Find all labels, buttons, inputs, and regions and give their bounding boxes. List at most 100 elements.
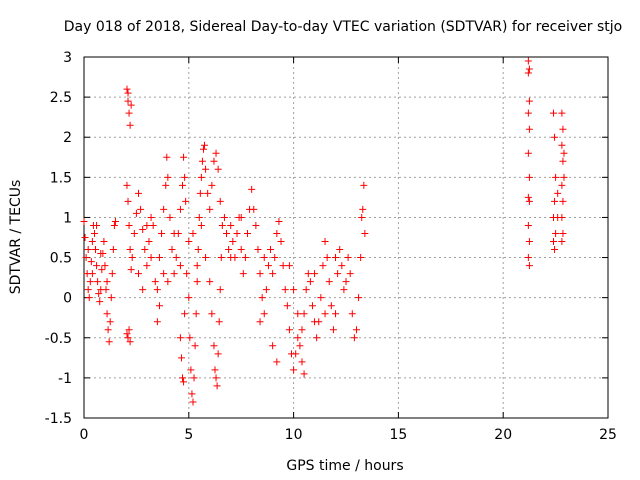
data-point: [360, 181, 368, 189]
data-point: [124, 197, 132, 205]
data-point: [321, 310, 329, 318]
data-point: [188, 390, 196, 398]
data-point: [334, 270, 342, 278]
chart-title: Day 018 of 2018, Sidereal Day-to-day VTE…: [64, 19, 622, 35]
data-point: [256, 270, 264, 278]
data-point: [153, 318, 161, 326]
data-point: [350, 334, 358, 342]
data-point: [183, 270, 191, 278]
data-point: [93, 221, 101, 229]
data-point: [216, 286, 224, 294]
data-point: [554, 189, 562, 197]
data-point: [290, 366, 298, 374]
data-point: [206, 205, 214, 213]
data-point: [215, 318, 223, 326]
data-point: [552, 173, 560, 181]
data-point: [97, 250, 105, 258]
data-point: [311, 270, 319, 278]
data-point: [86, 278, 94, 286]
data-point: [160, 205, 168, 213]
data-point: [164, 278, 172, 286]
data-point: [214, 350, 222, 358]
data-point: [80, 217, 88, 225]
data-point: [558, 238, 566, 246]
data-point: [187, 366, 195, 374]
data-point: [108, 270, 116, 278]
data-point: [84, 246, 92, 254]
data-point: [84, 286, 92, 294]
data-point: [212, 149, 220, 157]
data-point: [554, 213, 562, 221]
data-point: [199, 145, 207, 153]
data-point: [105, 338, 113, 346]
data-point: [208, 181, 216, 189]
data-point: [123, 330, 131, 338]
y-tick-label: 3: [63, 50, 72, 66]
y-tick-label: 1.5: [50, 170, 72, 186]
data-point: [552, 229, 560, 237]
data-point: [294, 334, 302, 342]
data-point: [223, 229, 231, 237]
data-point: [332, 254, 340, 262]
y-tick-label: -0.5: [45, 331, 72, 347]
data-point: [176, 262, 184, 270]
x-axis-label: GPS time / hours: [286, 458, 403, 474]
data-point: [344, 254, 352, 262]
data-point: [346, 270, 354, 278]
data-point: [182, 197, 190, 205]
data-point: [160, 270, 168, 278]
data-point: [126, 338, 134, 346]
data-point: [110, 221, 118, 229]
data-point: [164, 173, 172, 181]
data-point: [275, 217, 283, 225]
data-point: [525, 238, 533, 246]
data-point: [123, 85, 131, 93]
x-tick-label: 10: [285, 427, 303, 443]
y-axis-label: SDTVAR / TECUs: [8, 180, 24, 295]
data-point: [212, 374, 220, 382]
data-point: [218, 221, 226, 229]
data-point: [560, 149, 568, 157]
axis-ticks: 0 5 10 15 20 25 -1.5 -1 -0.5 0 0.5 1 1.5 2 2.5 3: [45, 50, 617, 443]
data-point: [208, 310, 216, 318]
data-point: [87, 258, 95, 266]
data-point: [281, 286, 289, 294]
data-point: [202, 165, 210, 173]
data-point: [279, 262, 287, 270]
data-point: [168, 246, 176, 254]
data-point: [139, 225, 147, 233]
data-point: [107, 294, 115, 302]
data-point: [336, 246, 344, 254]
data-point: [124, 89, 132, 97]
data-point: [85, 294, 93, 302]
data-point: [302, 286, 310, 294]
data-point: [177, 354, 185, 362]
data-point: [170, 229, 178, 237]
data-point: [298, 326, 306, 334]
data-point: [524, 149, 532, 157]
data-point: [524, 221, 532, 229]
data-point: [172, 254, 180, 262]
data-point: [81, 234, 89, 241]
data-points: [80, 57, 568, 406]
data-point: [134, 270, 142, 278]
data-point: [153, 286, 161, 294]
data-point: [329, 326, 337, 334]
data-point: [300, 370, 308, 378]
data-point: [170, 270, 178, 278]
x-tick-label: 0: [80, 427, 89, 443]
data-point: [306, 278, 314, 286]
data-point: [95, 290, 103, 298]
data-point: [155, 254, 163, 262]
data-point: [147, 213, 155, 221]
data-point: [225, 246, 233, 254]
data-point: [256, 318, 264, 326]
data-point: [96, 298, 104, 306]
data-point: [197, 221, 205, 229]
data-point: [319, 262, 327, 270]
data-point: [185, 294, 193, 302]
data-point: [220, 213, 228, 221]
data-point: [147, 254, 155, 262]
y-tick-label: 1: [63, 210, 72, 226]
